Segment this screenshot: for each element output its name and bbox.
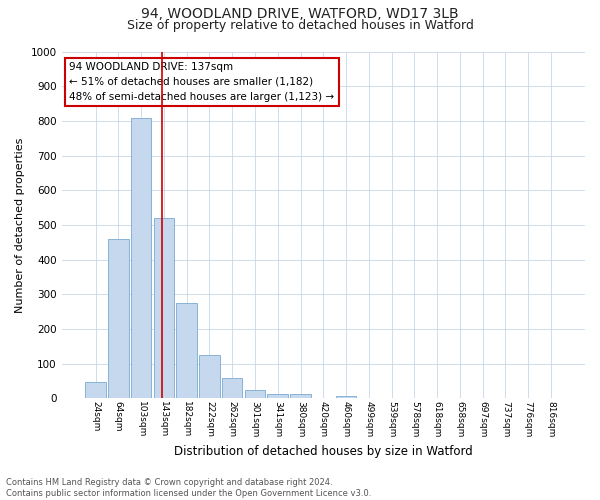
Y-axis label: Number of detached properties: Number of detached properties: [15, 138, 25, 312]
Text: Size of property relative to detached houses in Watford: Size of property relative to detached ho…: [127, 19, 473, 32]
Bar: [290, 394, 311, 398]
Bar: [176, 303, 197, 398]
X-axis label: Distribution of detached houses by size in Watford: Distribution of detached houses by size …: [174, 444, 473, 458]
Bar: [336, 396, 356, 398]
Text: 94, WOODLAND DRIVE, WATFORD, WD17 3LB: 94, WOODLAND DRIVE, WATFORD, WD17 3LB: [141, 8, 459, 22]
Text: Contains HM Land Registry data © Crown copyright and database right 2024.
Contai: Contains HM Land Registry data © Crown c…: [6, 478, 371, 498]
Bar: [199, 355, 220, 399]
Bar: [245, 390, 265, 398]
Bar: [131, 118, 151, 398]
Bar: [268, 394, 288, 398]
Bar: [108, 239, 128, 398]
Bar: [222, 378, 242, 398]
Text: 94 WOODLAND DRIVE: 137sqm
← 51% of detached houses are smaller (1,182)
48% of se: 94 WOODLAND DRIVE: 137sqm ← 51% of detac…: [70, 62, 335, 102]
Bar: [85, 382, 106, 398]
Bar: [154, 218, 174, 398]
